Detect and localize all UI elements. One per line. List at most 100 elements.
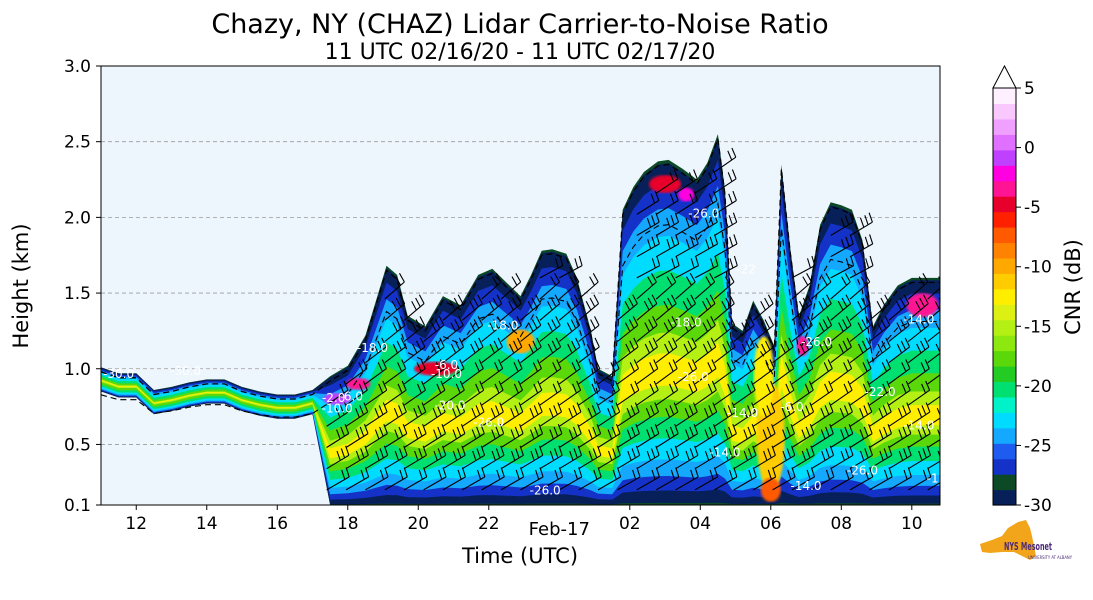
- logo-subtext: UNIVERSITY AT ALBANY: [1028, 555, 1073, 560]
- wind-barb: [888, 445, 912, 470]
- y-tick-label: 2.0: [64, 208, 91, 228]
- wind-barb: [442, 402, 466, 427]
- contour-label: -18.0: [487, 318, 518, 332]
- colorbar-swatch: [993, 180, 1016, 197]
- wind-barb: [539, 424, 563, 448]
- wind-barb: [869, 337, 891, 364]
- wind-barb: [888, 337, 911, 364]
- logo-text: NYS Mesonet: [1004, 540, 1052, 553]
- x-tick-label: 14: [196, 514, 218, 534]
- wind-barb: [384, 380, 407, 406]
- wind-barb: [655, 445, 680, 470]
- wind-barb: [655, 190, 679, 215]
- wind-barb: [694, 316, 716, 342]
- wind-barb: [539, 255, 564, 279]
- wind-barb: [830, 316, 852, 342]
- colorbar-swatch: [993, 196, 1016, 213]
- colorbar-tick-label: -25: [1024, 436, 1052, 456]
- contour-label: -18: [927, 471, 947, 485]
- colorbar-swatch: [993, 134, 1016, 151]
- y-tick-label: 2.5: [64, 133, 91, 153]
- wind-barb: [810, 316, 833, 342]
- wind-barb: [423, 445, 447, 470]
- wind-barb: [500, 337, 523, 364]
- wind-barb: [675, 273, 696, 300]
- wind-barb: [403, 445, 427, 470]
- contour-label: -26.0: [473, 415, 504, 429]
- wind-barb: [578, 380, 601, 406]
- wind-barb: [849, 234, 874, 258]
- x-axis-label: Time (UTC): [461, 544, 578, 568]
- colorbar-frame: [992, 87, 1017, 506]
- wind-barb: [908, 445, 932, 470]
- wind-barb: [791, 273, 812, 300]
- cnr-field: [101, 134, 940, 505]
- wind-barb: [345, 402, 369, 427]
- wind-barb: [849, 294, 871, 321]
- wind-barb: [888, 424, 912, 448]
- wind-barb: [908, 424, 931, 448]
- wind-barb: [423, 316, 445, 342]
- y-tick-label: 0.1: [64, 496, 91, 516]
- wind-barb: [714, 212, 738, 236]
- wind-barb: [849, 273, 871, 300]
- wind-barb: [384, 316, 406, 342]
- colorbar-swatch: [993, 489, 1016, 506]
- wind-barb: [714, 169, 737, 194]
- wind-barb: [423, 402, 446, 427]
- wind-barb: [927, 395, 940, 406]
- contour-label: -2.0: [322, 391, 345, 405]
- wind-barb: [461, 316, 484, 342]
- wind-barb: [558, 402, 582, 427]
- wind-barb: [694, 402, 718, 427]
- contour-label: -18.0: [357, 341, 388, 355]
- colorbar-swatch: [993, 88, 1016, 105]
- wind-barb: [811, 467, 835, 491]
- nys-mesonet-logo: NYS Mesonet UNIVERSITY AT ALBANY: [980, 520, 1073, 560]
- wind-barb: [849, 445, 873, 470]
- wind-barb: [500, 445, 524, 470]
- wind-barb: [403, 402, 427, 427]
- wind-barb: [636, 380, 659, 406]
- contour-label: -14.0: [727, 406, 758, 420]
- wind-barb: [927, 297, 940, 321]
- wind-barb: [636, 273, 657, 300]
- wind-barb: [345, 359, 368, 385]
- wind-barb: [442, 445, 466, 470]
- wind-barb: [694, 380, 717, 406]
- wind-barb: [578, 402, 601, 427]
- wind-barb: [849, 337, 872, 364]
- colorbar-swatch: [993, 412, 1016, 429]
- wind-barb: [326, 380, 349, 406]
- wind-barb: [559, 445, 583, 470]
- wind-barb: [791, 402, 815, 427]
- wind-barb: [907, 402, 931, 427]
- wind-barb: [752, 337, 775, 364]
- wind-barbs: [326, 147, 940, 491]
- colorbar-tick-label: -5: [1024, 198, 1041, 218]
- cnr-high-core: [346, 377, 371, 390]
- wind-barb: [617, 359, 639, 385]
- y-tick-label: 1.5: [64, 284, 91, 304]
- colorbar-tick-label: 0: [1024, 139, 1035, 159]
- wind-barb: [714, 316, 736, 342]
- wind-barb: [617, 424, 640, 448]
- colorbar-swatch: [993, 458, 1016, 475]
- contour-label: -26.0: [530, 483, 561, 497]
- wind-barb: [500, 273, 522, 300]
- wind-barb: [539, 316, 561, 342]
- colorbar-swatch: [993, 211, 1016, 228]
- wind-barb: [714, 380, 737, 406]
- wind-barb: [791, 445, 815, 470]
- cnr-contour-line: [101, 138, 940, 400]
- colorbar-extend-arrow: [992, 64, 1017, 89]
- wind-barb: [655, 337, 678, 364]
- colorbar-swatch: [993, 304, 1016, 321]
- wind-barb: [811, 445, 835, 470]
- nys-map-icon: [980, 520, 1036, 560]
- wind-barb: [810, 337, 833, 364]
- colorbar-swatch: [993, 366, 1016, 383]
- wind-barb: [403, 380, 427, 406]
- wind-barb: [462, 424, 485, 448]
- wind-barb: [907, 380, 931, 406]
